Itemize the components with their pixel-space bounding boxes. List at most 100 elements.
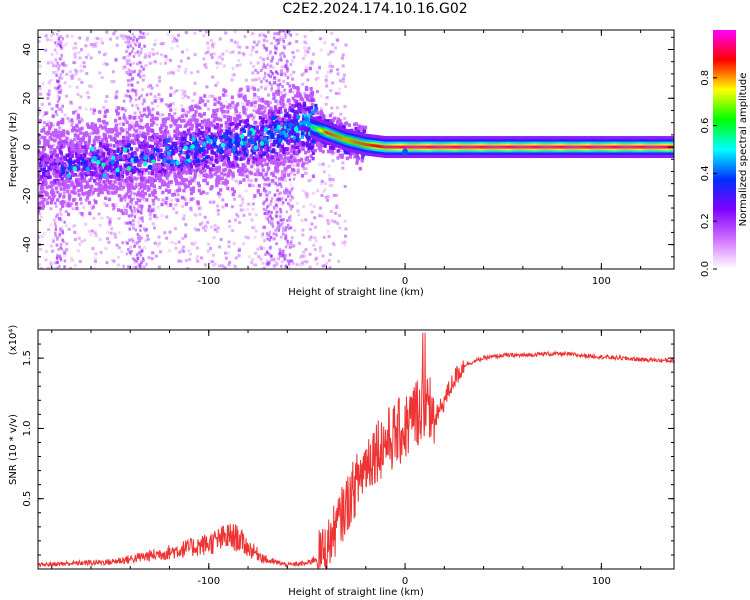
heatmap-cell [309, 87, 313, 91]
heatmap-cell [224, 89, 228, 94]
heatmap-cell [177, 259, 181, 263]
heatmap-cell [169, 71, 173, 75]
heatmap-cell [300, 173, 305, 178]
heatmap-cell [54, 129, 58, 133]
heatmap-cell [96, 140, 100, 144]
heatmap-cell [293, 145, 297, 150]
heatmap-cell [263, 182, 266, 186]
heatmap-cell [158, 134, 162, 139]
heatmap-cell [94, 36, 98, 40]
heatmap-cell [79, 201, 83, 205]
heatmap-cell [160, 53, 164, 57]
heatmap-cell [274, 181, 277, 185]
heatmap-cell [170, 240, 174, 244]
heatmap-cell [180, 114, 184, 119]
heatmap-cell [54, 231, 57, 235]
heatmap-cell [334, 46, 338, 50]
heatmap-cell [130, 151, 135, 156]
heatmap-cell [107, 155, 111, 160]
heatmap-cell [224, 203, 228, 207]
heatmap-cell [120, 128, 124, 133]
heatmap-cell [55, 70, 59, 74]
heatmap-cell [105, 261, 109, 265]
heatmap-cell [273, 32, 277, 36]
heatmap-cell [57, 137, 61, 141]
heatmap-cell [266, 237, 269, 241]
heatmap-cell [246, 236, 250, 240]
heatmap-cell [239, 119, 243, 124]
heatmap-cell [259, 247, 263, 251]
heatmap-cell [241, 167, 245, 172]
heatmap-cell [277, 58, 281, 62]
heatmap-cell [236, 214, 240, 218]
heatmap-cell [262, 57, 266, 61]
heatmap-cell [287, 226, 291, 230]
heatmap-cell [286, 202, 290, 206]
heatmap-cell [164, 143, 168, 147]
heatmap-cell [79, 116, 83, 120]
heatmap-cell [271, 125, 275, 129]
heatmap-cell [242, 129, 247, 134]
heatmap-cell [133, 209, 137, 213]
heatmap-cell [130, 214, 133, 218]
heatmap-cell [326, 229, 330, 233]
heatmap-cell [221, 181, 225, 185]
heatmap-cell [149, 183, 154, 188]
heatmap-cell [191, 168, 196, 173]
heatmap-cell [295, 201, 299, 205]
heatmap-cell [287, 133, 292, 137]
heatmap-cell [286, 239, 289, 243]
heatmap-cell [99, 148, 103, 153]
heatmap-cell [301, 57, 305, 61]
heatmap-cell [325, 96, 329, 100]
heatmap-cell [61, 104, 64, 108]
heatmap-cell [132, 161, 136, 165]
heatmap-cell [65, 248, 69, 252]
heatmap-cell [285, 69, 289, 73]
heatmap-cell [127, 248, 130, 252]
heatmap-cell [277, 180, 281, 184]
heatmap-cell [274, 115, 279, 120]
heatmap-cell [136, 50, 140, 54]
heatmap-cell [171, 101, 175, 105]
heatmap-cell [114, 96, 118, 100]
heatmap-cell [239, 154, 243, 158]
heatmap-cell [172, 120, 176, 125]
heatmap-cell [38, 119, 42, 123]
heatmap-cell [96, 149, 100, 154]
heatmap-cell [283, 125, 288, 130]
heatmap-cell [77, 166, 81, 171]
heatmap-cell [160, 162, 165, 166]
heatmap-cell [172, 192, 177, 197]
heatmap-cell [128, 53, 132, 57]
heatmap-cell [168, 136, 172, 140]
heatmap-cell [188, 118, 192, 123]
heatmap-cell [273, 76, 277, 80]
heatmap-cell [141, 78, 145, 82]
heatmap-cell [224, 149, 228, 154]
heatmap-cell [328, 177, 332, 181]
heatmap-cell [264, 253, 267, 257]
heatmap-cell [164, 61, 168, 65]
heatmap-cell [199, 207, 203, 211]
heatmap-cell [132, 257, 135, 261]
heatmap-cell [116, 111, 120, 116]
heatmap-cell [87, 139, 91, 143]
heatmap-cell [258, 144, 262, 148]
heatmap-cell [50, 150, 54, 155]
heatmap-cell [123, 182, 127, 186]
heatmap-cell [288, 191, 292, 195]
heatmap-cell [115, 154, 119, 158]
heatmap-cell [79, 64, 83, 68]
heatmap-cell [203, 63, 207, 67]
heatmap-cell [66, 116, 70, 120]
heatmap-cell [114, 156, 118, 161]
heatmap-cell [254, 154, 258, 159]
heatmap-cell [159, 250, 163, 254]
heatmap-cell [145, 93, 149, 97]
heatmap-cell [137, 205, 140, 209]
heatmap-cell [173, 122, 177, 127]
heatmap-cell [154, 167, 159, 172]
heatmap-cell [304, 87, 308, 91]
heatmap-cell [250, 87, 254, 91]
